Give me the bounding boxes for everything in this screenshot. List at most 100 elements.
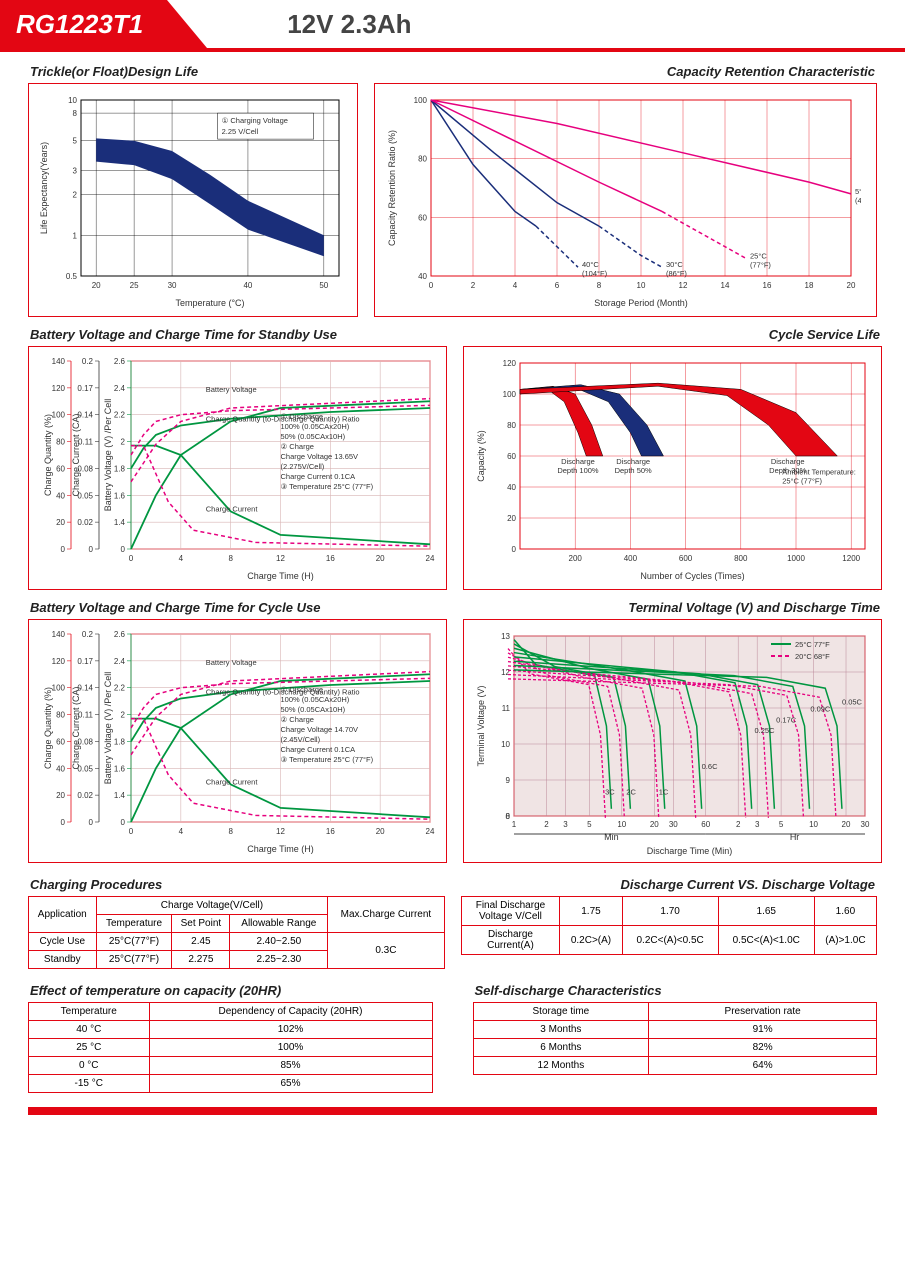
svg-text:① Charging Voltage: ① Charging Voltage bbox=[222, 116, 288, 125]
svg-text:4: 4 bbox=[513, 281, 518, 290]
svg-text:(2.45V/Cell): (2.45V/Cell) bbox=[281, 735, 321, 744]
svg-text:600: 600 bbox=[679, 554, 693, 563]
svg-text:Battery Voltage (V) /Per Cell: Battery Voltage (V) /Per Cell bbox=[103, 399, 113, 512]
svg-text:Capacity (%): Capacity (%) bbox=[476, 430, 486, 482]
svg-text:0.09C: 0.09C bbox=[810, 705, 831, 714]
svg-text:80: 80 bbox=[56, 711, 65, 720]
svg-text:10: 10 bbox=[637, 281, 646, 290]
svg-text:Charge Current 0.1CA: Charge Current 0.1CA bbox=[281, 745, 356, 754]
svg-text:Charge Quantity (%): Charge Quantity (%) bbox=[43, 687, 53, 769]
model-number: RG1223T1 bbox=[16, 9, 143, 40]
svg-text:80: 80 bbox=[507, 421, 516, 430]
svg-text:Charge Current: Charge Current bbox=[206, 504, 259, 513]
svg-text:12: 12 bbox=[276, 827, 285, 836]
svg-text:24: 24 bbox=[426, 827, 435, 836]
svg-text:② Charge: ② Charge bbox=[281, 715, 314, 724]
svg-text:20: 20 bbox=[92, 281, 101, 290]
chart5-title: Battery Voltage and Charge Time for Cycl… bbox=[30, 600, 445, 615]
chart1-title: Trickle(or Float)Design Life bbox=[30, 64, 356, 79]
svg-text:2: 2 bbox=[121, 438, 126, 447]
svg-text:40: 40 bbox=[56, 764, 65, 773]
svg-text:Hr: Hr bbox=[790, 832, 800, 842]
svg-text:10: 10 bbox=[501, 740, 510, 749]
svg-text:40: 40 bbox=[243, 281, 252, 290]
svg-text:5: 5 bbox=[73, 137, 78, 146]
svg-text:0: 0 bbox=[61, 818, 66, 827]
svg-text:Min: Min bbox=[604, 832, 619, 842]
svg-text:120: 120 bbox=[52, 384, 66, 393]
svg-text:60: 60 bbox=[56, 464, 65, 473]
svg-text:0: 0 bbox=[121, 545, 126, 554]
chart1-box: 0.512358102025304050① Charging Voltage2.… bbox=[28, 83, 358, 317]
svg-text:20: 20 bbox=[56, 791, 65, 800]
svg-text:0.2: 0.2 bbox=[82, 357, 94, 366]
svg-text:8: 8 bbox=[228, 554, 233, 563]
svg-text:Discharge: Discharge bbox=[616, 457, 650, 466]
svg-text:4: 4 bbox=[179, 554, 184, 563]
svg-text:20: 20 bbox=[376, 554, 385, 563]
svg-text:10: 10 bbox=[68, 96, 77, 105]
svg-text:2: 2 bbox=[121, 711, 126, 720]
svg-text:3: 3 bbox=[73, 167, 78, 176]
svg-text:③ Temperature 25°C (77°F): ③ Temperature 25°C (77°F) bbox=[281, 755, 374, 764]
svg-text:Depth 100%: Depth 100% bbox=[557, 466, 599, 475]
svg-text:20: 20 bbox=[650, 820, 659, 829]
svg-text:Number of Cycles (Times): Number of Cycles (Times) bbox=[640, 571, 744, 581]
svg-text:200: 200 bbox=[569, 554, 583, 563]
svg-text:2.6: 2.6 bbox=[114, 357, 126, 366]
svg-text:12: 12 bbox=[679, 281, 688, 290]
svg-text:Temperature (°C): Temperature (°C) bbox=[175, 298, 244, 308]
svg-text:0.25C: 0.25C bbox=[754, 726, 775, 735]
svg-text:25°C 77°F: 25°C 77°F bbox=[795, 640, 830, 649]
svg-text:0: 0 bbox=[512, 545, 517, 554]
svg-text:2.2: 2.2 bbox=[114, 684, 126, 693]
svg-text:① Discharge: ① Discharge bbox=[281, 412, 324, 421]
svg-text:Charge Quantity (%): Charge Quantity (%) bbox=[43, 414, 53, 496]
chart3-title: Battery Voltage and Charge Time for Stan… bbox=[30, 327, 445, 342]
svg-text:2.4: 2.4 bbox=[114, 384, 126, 393]
svg-text:800: 800 bbox=[734, 554, 748, 563]
svg-text:1.6: 1.6 bbox=[114, 491, 126, 500]
svg-text:(41°F): (41°F) bbox=[855, 196, 861, 205]
svg-text:8: 8 bbox=[73, 109, 78, 118]
svg-text:140: 140 bbox=[52, 357, 66, 366]
svg-text:1C: 1C bbox=[659, 787, 669, 796]
chart2-title: Capacity Retention Characteristic bbox=[376, 64, 875, 79]
svg-text:Discharge Time (Min): Discharge Time (Min) bbox=[647, 846, 733, 856]
svg-text:13: 13 bbox=[501, 632, 510, 641]
svg-text:20°C 68°F: 20°C 68°F bbox=[795, 652, 830, 661]
svg-text:11: 11 bbox=[502, 704, 511, 713]
svg-text:25°C (77°F): 25°C (77°F) bbox=[782, 477, 822, 486]
svg-text:25: 25 bbox=[130, 281, 139, 290]
svg-text:9: 9 bbox=[506, 776, 511, 785]
svg-text:12: 12 bbox=[276, 554, 285, 563]
svg-text:0.02: 0.02 bbox=[77, 791, 93, 800]
chart6-box: 89101112130123510203060235102030MinHr3C2… bbox=[463, 619, 882, 863]
svg-text:③ Temperature 25°C (77°F): ③ Temperature 25°C (77°F) bbox=[281, 482, 374, 491]
svg-text:(86°F): (86°F) bbox=[666, 269, 687, 278]
svg-text:Battery Voltage: Battery Voltage bbox=[206, 658, 257, 667]
svg-text:1.4: 1.4 bbox=[114, 791, 126, 800]
svg-text:Charge Current: Charge Current bbox=[206, 777, 259, 786]
svg-text:120: 120 bbox=[503, 359, 517, 368]
svg-text:50% (0.05CAx10H): 50% (0.05CAx10H) bbox=[281, 432, 346, 441]
chart4-title: Cycle Service Life bbox=[465, 327, 880, 342]
svg-text:Discharge: Discharge bbox=[561, 457, 595, 466]
svg-text:1: 1 bbox=[512, 820, 517, 829]
svg-text:2.6: 2.6 bbox=[114, 630, 126, 639]
svg-text:Battery Voltage (V) /Per Cell: Battery Voltage (V) /Per Cell bbox=[103, 672, 113, 785]
svg-text:Storage Period (Month): Storage Period (Month) bbox=[594, 298, 688, 308]
chart4-box: 02040608010012020040060080010001200Disch… bbox=[463, 346, 882, 590]
svg-text:40: 40 bbox=[56, 491, 65, 500]
svg-text:10: 10 bbox=[617, 820, 626, 829]
svg-text:0.17: 0.17 bbox=[77, 657, 93, 666]
svg-text:Charge Current (CA): Charge Current (CA) bbox=[71, 686, 81, 769]
svg-text:30: 30 bbox=[669, 820, 678, 829]
svg-text:0.17: 0.17 bbox=[77, 384, 93, 393]
svg-text:60: 60 bbox=[701, 820, 710, 829]
svg-text:5°C: 5°C bbox=[855, 187, 861, 196]
svg-text:5: 5 bbox=[779, 820, 784, 829]
svg-text:Charge Time (H): Charge Time (H) bbox=[247, 844, 314, 854]
svg-text:2: 2 bbox=[471, 281, 476, 290]
svg-text:Depth 50%: Depth 50% bbox=[615, 466, 652, 475]
